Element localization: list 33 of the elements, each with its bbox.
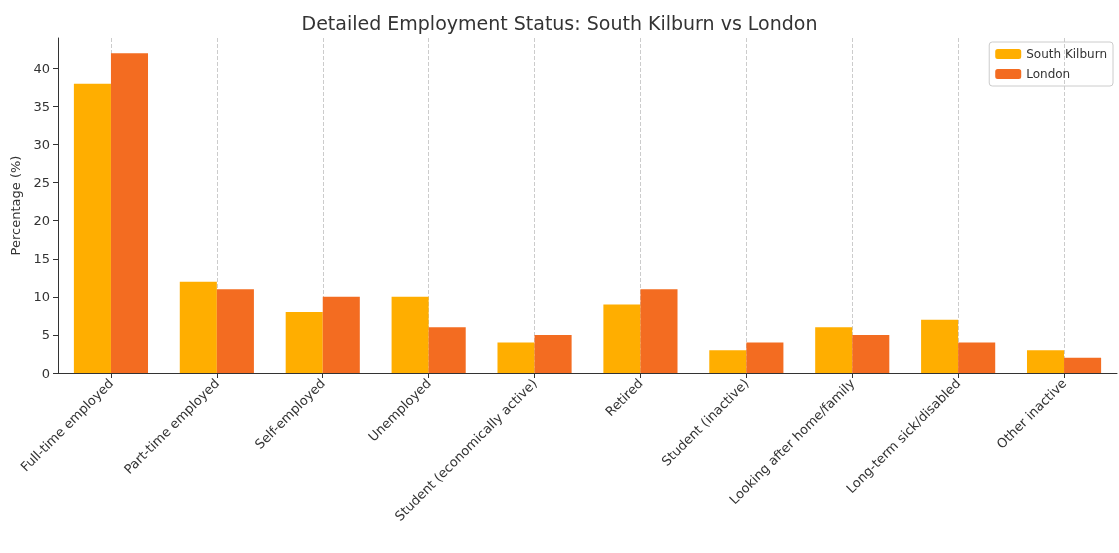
bar (1026, 350, 1065, 373)
bar (285, 312, 323, 373)
bar (921, 319, 959, 373)
y-tick-label: 30 (33, 137, 50, 153)
chart-title: Detailed Employment Status: South Kilburn vs London (301, 11, 818, 34)
bar (73, 83, 111, 373)
y-tick-label: 35 (33, 99, 50, 115)
y-tick-label: 5 (41, 327, 50, 343)
bar (709, 350, 747, 373)
y-tick-label: 20 (33, 213, 50, 229)
y-tick-label: 10 (33, 289, 50, 305)
bar (110, 53, 149, 373)
y-tick-label: 15 (33, 251, 50, 267)
y-tick-label: 25 (33, 175, 50, 191)
y-tick-label: 40 (33, 60, 50, 76)
bar (534, 334, 572, 373)
bar (497, 342, 535, 373)
bar (322, 296, 360, 373)
y-tick-label: 0 (41, 365, 50, 381)
bar (428, 327, 466, 373)
bar (216, 289, 254, 373)
legend-label: South Kilburn (1026, 47, 1107, 61)
bar (815, 327, 853, 373)
bar (1064, 357, 1102, 373)
bar (958, 342, 996, 373)
bar (603, 304, 641, 373)
y-axis-title: Percentage (%) (8, 155, 23, 256)
bar (179, 281, 217, 373)
bar (852, 334, 890, 373)
bar (746, 342, 784, 373)
bar (391, 296, 429, 373)
bar (640, 289, 678, 373)
legend-label: London (1026, 67, 1071, 81)
